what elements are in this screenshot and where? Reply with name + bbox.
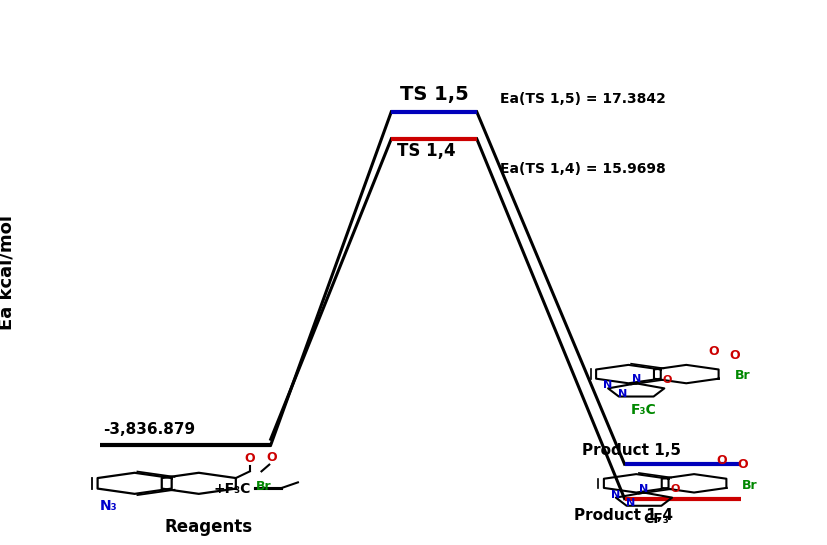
Text: O: O <box>671 485 680 494</box>
Text: N: N <box>618 389 628 398</box>
Text: Ea(TS 1,4) = 15.9698: Ea(TS 1,4) = 15.9698 <box>500 162 666 176</box>
Text: N: N <box>604 380 613 390</box>
Text: O: O <box>729 349 740 362</box>
Text: TS 1,4: TS 1,4 <box>397 142 456 160</box>
Text: N₃: N₃ <box>100 499 117 513</box>
Text: O: O <box>663 375 672 385</box>
Text: N: N <box>611 489 620 500</box>
Text: O: O <box>737 458 748 471</box>
Text: Product 1,4: Product 1,4 <box>574 508 673 523</box>
Text: Br: Br <box>256 480 272 493</box>
Text: +F₃C: +F₃C <box>214 482 251 496</box>
Text: TS 1,5: TS 1,5 <box>399 85 468 104</box>
Text: O: O <box>266 451 277 464</box>
Text: N: N <box>639 483 648 494</box>
Text: Reagents: Reagents <box>165 518 252 536</box>
Text: -3,836.879: -3,836.879 <box>103 422 196 437</box>
Text: O: O <box>245 452 256 465</box>
Text: Br: Br <box>734 370 750 383</box>
Text: Ea kcal/mol: Ea kcal/mol <box>0 215 16 330</box>
Text: F₃C: F₃C <box>631 403 657 417</box>
Text: Ea(TS 1,5) = 17.3842: Ea(TS 1,5) = 17.3842 <box>500 92 666 106</box>
Text: O: O <box>716 455 727 468</box>
Text: O: O <box>708 345 719 358</box>
Text: N: N <box>626 498 635 508</box>
Text: Br: Br <box>743 479 758 492</box>
Text: CF₃: CF₃ <box>643 512 668 526</box>
Text: N: N <box>632 374 641 384</box>
Text: Product 1,5: Product 1,5 <box>581 444 681 458</box>
